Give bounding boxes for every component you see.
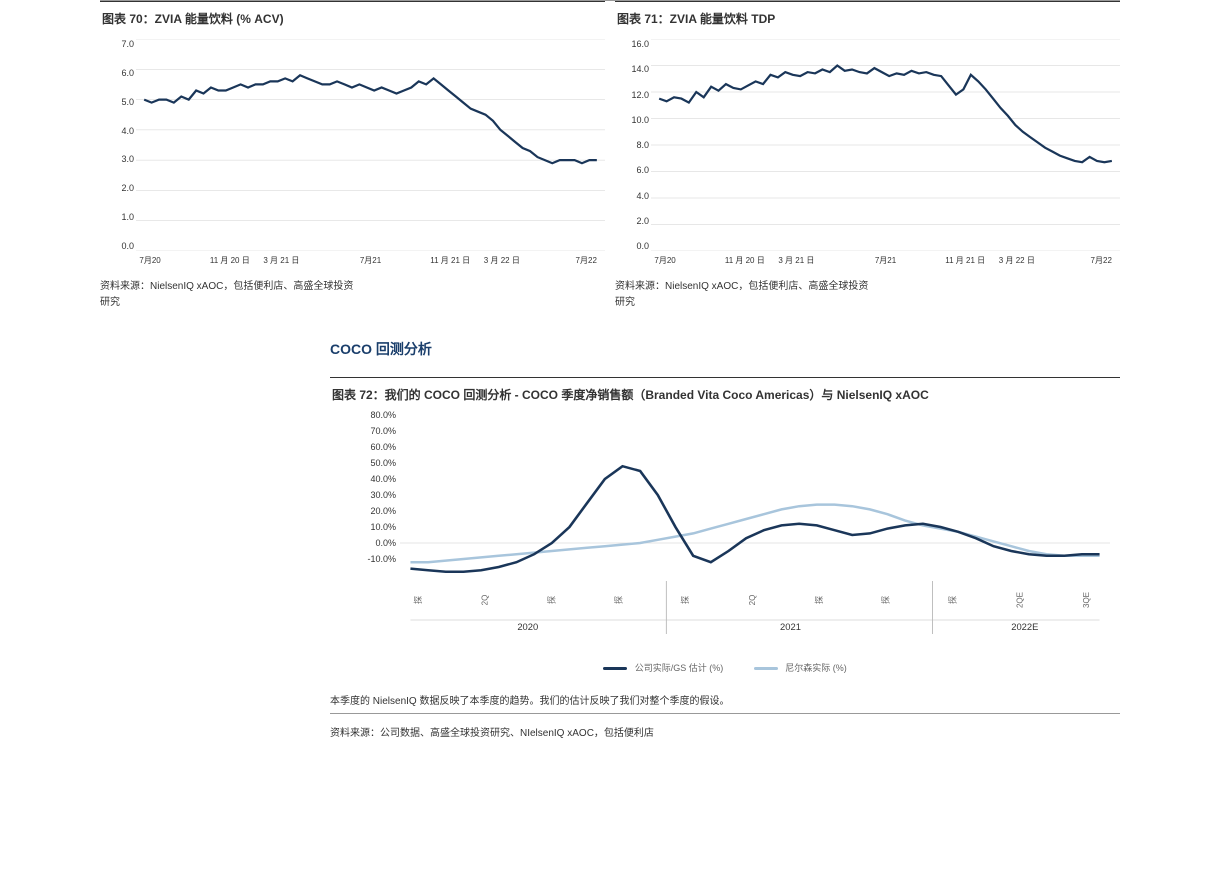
legend-nielsen-label: 尼尔森实际 (%) (785, 663, 847, 673)
svg-text:探: 探 (413, 596, 423, 604)
svg-text:3QE: 3QE (1082, 591, 1091, 608)
svg-text:2QE: 2QE (1015, 591, 1024, 608)
svg-text:探: 探 (613, 596, 623, 604)
chart-71-source-l1: 资料来源：NielsenIQ xAOC，包括便利店、高盛全球投资 (615, 279, 1120, 295)
svg-text:探: 探 (947, 596, 957, 604)
chart-71-y-axis: 16.014.012.010.08.06.04.02.00.0 (619, 39, 649, 251)
top-charts-row: 图表 70：ZVIA 能量饮料 (% ACV) 7.06.05.04.03.02… (100, 1, 1120, 311)
chart-72-title: 图表 72：我们的 COCO 回测分析 - COCO 季度净销售额（Brande… (330, 386, 1120, 403)
svg-text:探: 探 (546, 596, 556, 604)
svg-text:探: 探 (814, 596, 824, 604)
legend-nielsen: 尼尔森实际 (%) (754, 661, 847, 674)
chart-70-source: 资料来源：NielsenIQ xAOC，包括便利店、高盛全球投资 研究 (100, 279, 605, 311)
chart-71-panel: 图表 71：ZVIA 能量饮料 TDP 16.014.012.010.08.06… (615, 1, 1120, 311)
chart-72-legend: 公司实际/GS 估计 (%) 尼尔森实际 (%) (330, 661, 1120, 674)
chart-72-panel: 图表 72：我们的 COCO 回测分析 - COCO 季度净销售额（Brande… (330, 377, 1120, 707)
chart-70-panel: 图表 70：ZVIA 能量饮料 (% ACV) 7.06.05.04.03.02… (100, 1, 605, 311)
chart-71-source-l2: 研究 (615, 295, 1120, 311)
chart-72-footnote: 本季度的 NielsenIQ 数据反映了本季度的趋势。我们的估计反映了我们对整个… (330, 692, 1120, 707)
chart-70-y-axis: 7.06.05.04.03.02.01.00.0 (104, 39, 134, 251)
chart-71-svg (651, 39, 1120, 251)
section-title: COCO 回测分析 (330, 339, 1120, 359)
svg-text:2021: 2021 (780, 622, 801, 632)
chart-72-source: 资料来源：公司数据、高盛全球投资研究、NIelsenIQ xAOC，包括便利店 (330, 724, 1120, 739)
svg-text:探: 探 (880, 596, 890, 604)
legend-company: 公司实际/GS 估计 (%) (603, 661, 723, 674)
legend-nielsen-swatch (754, 667, 778, 670)
legend-company-label: 公司实际/GS 估计 (%) (635, 663, 724, 673)
chart-70-x-axis: 7月2011 月 20 日3 月 21 日7月2111 月 21 日3 月 22… (136, 255, 605, 269)
chart-70-svg (136, 39, 605, 251)
svg-text:2022E: 2022E (1011, 622, 1038, 632)
chart-71-title: 图表 71：ZVIA 能量饮料 TDP (615, 10, 1120, 27)
chart-70-title: 图表 70：ZVIA 能量饮料 (% ACV) (100, 10, 605, 27)
legend-company-swatch (603, 667, 627, 670)
svg-text:2020: 2020 (517, 622, 538, 632)
page: 图表 70：ZVIA 能量饮料 (% ACV) 7.06.05.04.03.02… (100, 0, 1120, 739)
chart-70-plot-area: 7.06.05.04.03.02.01.00.0 7月2011 月 20 日3 … (136, 39, 605, 269)
chart-72-source-section: 资料来源：公司数据、高盛全球投资研究、NIelsenIQ xAOC，包括便利店 (330, 713, 1120, 739)
chart-72-plot-area: 80.0%70.0%60.0%50.0%40.0%30.0%20.0%10.0%… (400, 415, 1110, 655)
chart-72-svg: 探 2Q 探 探 探 2Q 探 探 探 2QE 3QE 2020 2021 2022E (400, 415, 1110, 655)
svg-text:2Q: 2Q (748, 595, 757, 606)
chart-71-source: 资料来源：NielsenIQ xAOC，包括便利店、高盛全球投资 研究 (615, 279, 1120, 311)
chart-71-x-axis: 7月2011 月 20 日3 月 21 日7月2111 月 21 日3 月 22… (651, 255, 1120, 269)
svg-text:2Q: 2Q (481, 595, 490, 606)
chart-70-source-l1: 资料来源：NielsenIQ xAOC，包括便利店、高盛全球投资 (100, 279, 605, 295)
chart-71-plot-area: 16.014.012.010.08.06.04.02.00.0 7月2011 月… (651, 39, 1120, 269)
chart-70-source-l2: 研究 (100, 295, 605, 311)
svg-text:探: 探 (680, 596, 690, 604)
